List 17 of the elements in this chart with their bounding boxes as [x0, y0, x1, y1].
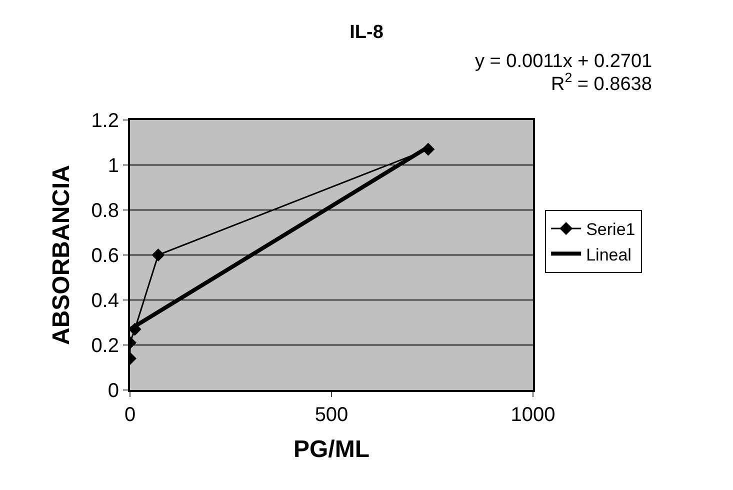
legend-label: Serie1	[586, 220, 636, 240]
y-tick-label: 0.6	[91, 245, 119, 267]
y-tick-label: 0.8	[91, 200, 119, 222]
legend-label: Lineal	[586, 245, 632, 264]
y-tick-label: 0	[108, 380, 119, 402]
y-axis-title: ABSORBANCIA	[48, 165, 75, 345]
x-tick-label: 500	[314, 404, 348, 426]
text: y = 0.0011x + 0.2701	[475, 51, 652, 72]
y-tick-label: 1.2	[91, 110, 119, 132]
text: R$^{2}$ = 0.8638	[551, 70, 652, 95]
y-tick-label: 1	[108, 155, 119, 177]
x-tick-label: 0	[124, 404, 136, 426]
y-tick-label: 0.4	[91, 290, 119, 312]
chart-title: IL-8	[350, 22, 384, 43]
x-tick-label: 1000	[510, 404, 556, 426]
x-axis-title: PG/ML	[294, 436, 370, 463]
y-tick-label: 0.2	[91, 335, 119, 357]
